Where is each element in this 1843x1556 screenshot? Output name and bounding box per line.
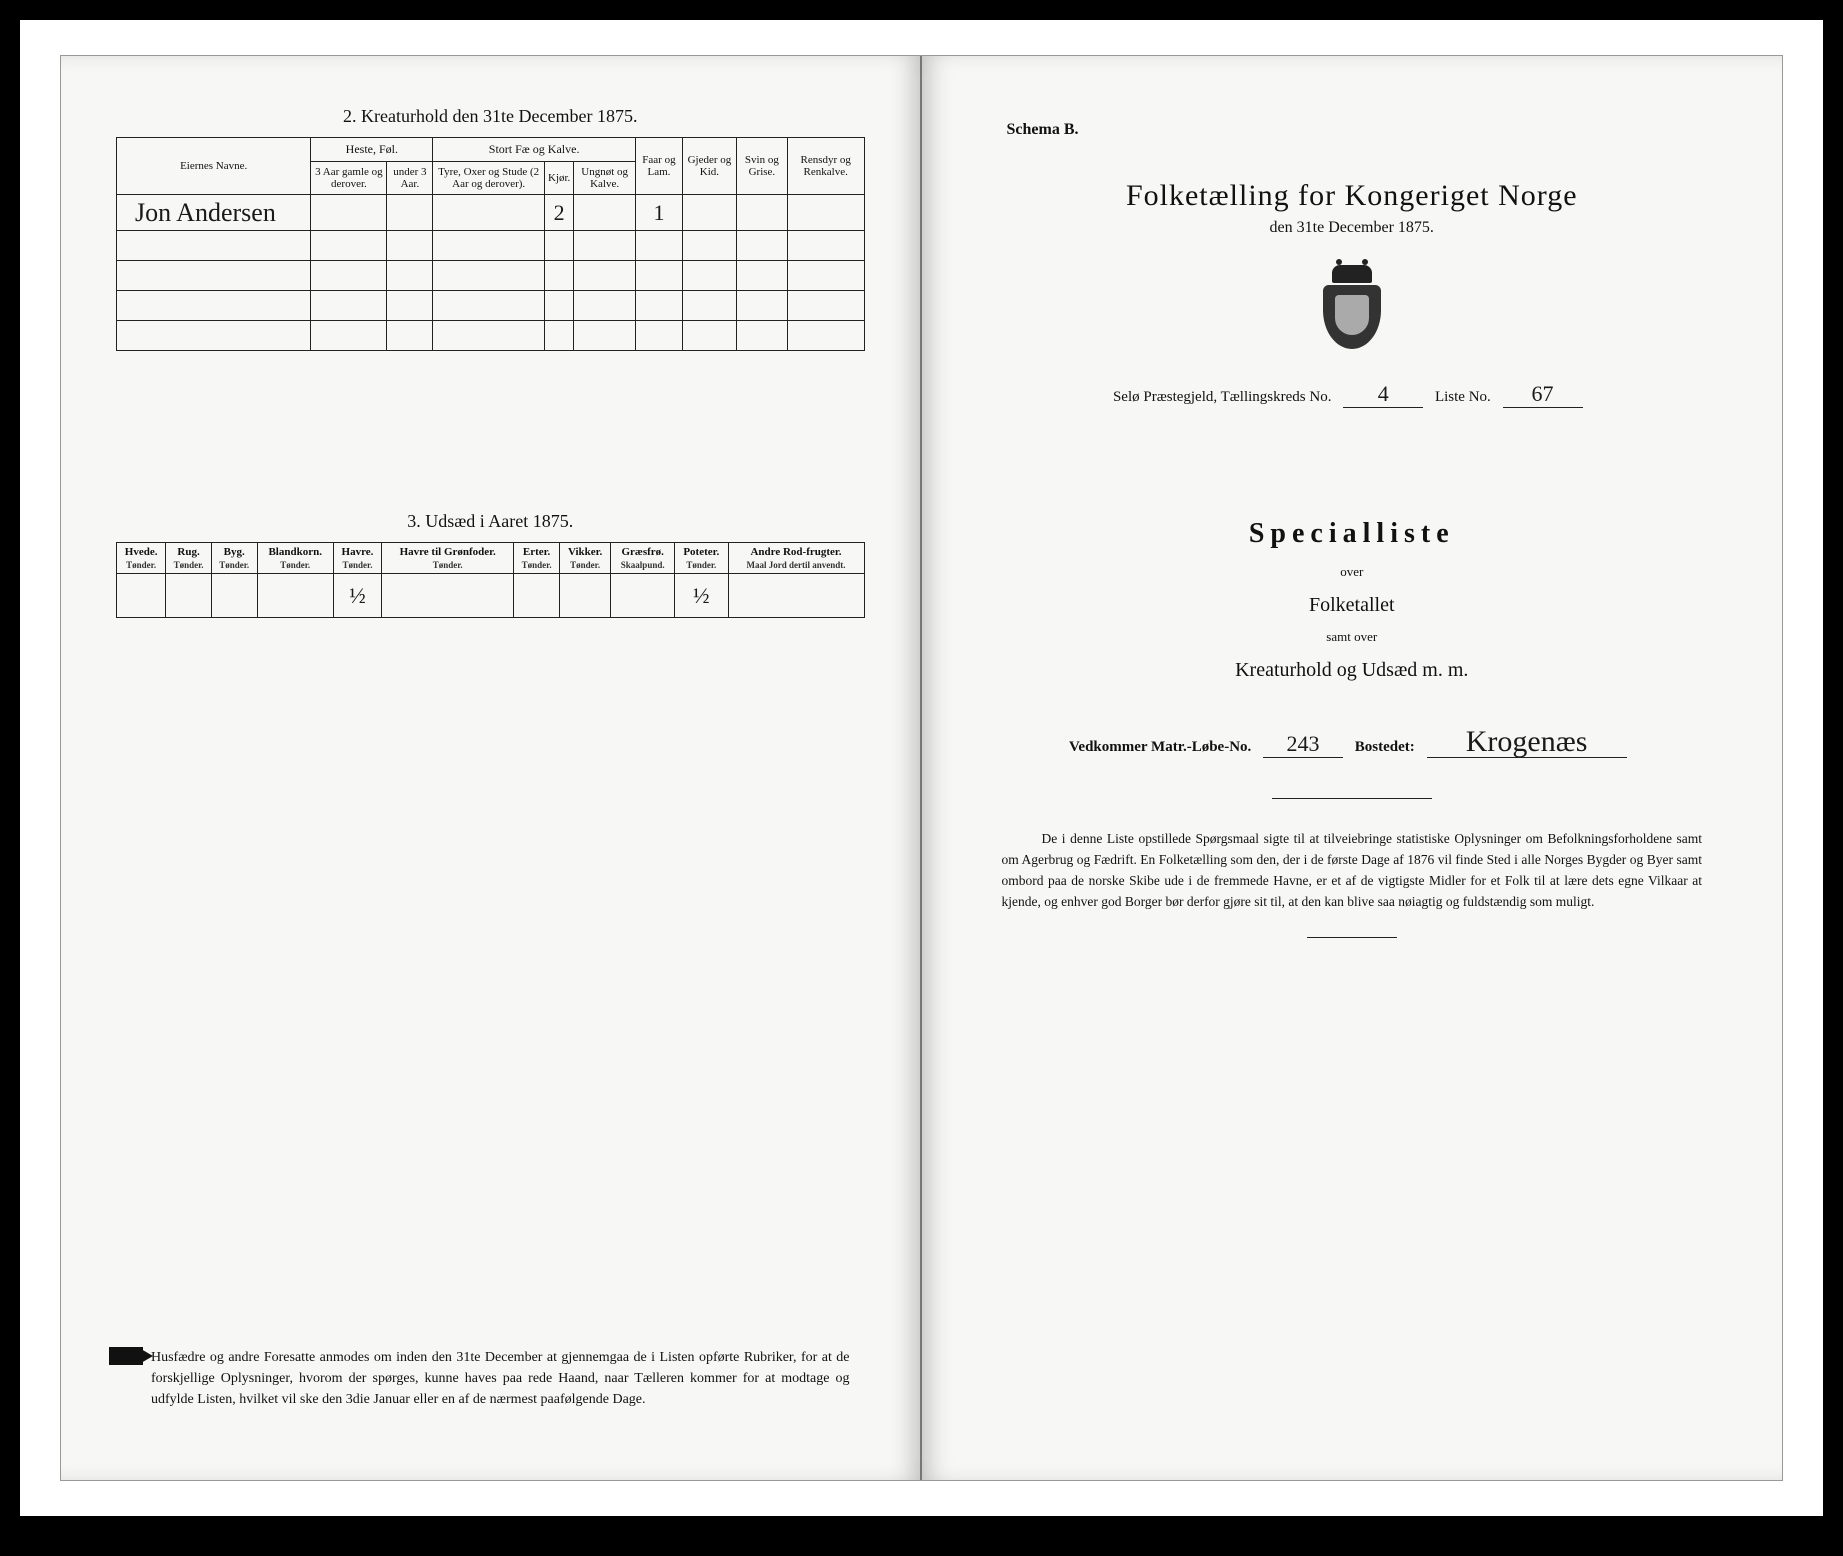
seed-col: Hvede.Tønder. — [117, 543, 166, 574]
col-pigs: Svin og Grise. — [736, 138, 787, 195]
section3-title: 3. Udsæd i Aaret 1875. — [116, 511, 865, 532]
cell-havre: ½ — [349, 583, 366, 608]
bostedet-value: Krogenæs — [1466, 725, 1588, 758]
right-footer-text: De i denne Liste opstillede Spørgsmaal s… — [1002, 831, 1703, 909]
census-main-title: Folketælling for Kongeriget Norge — [977, 179, 1728, 213]
seed-col: Vikker.Tønder. — [559, 543, 610, 574]
right-page: Schema B. Folketælling for Kongeriget No… — [922, 56, 1783, 1480]
preste-line: Selø Præstegjeld, Tællingskreds No. 4 Li… — [977, 381, 1728, 408]
census-main-date: den 31te December 1875. — [977, 219, 1728, 237]
owner-name: Jon Andersen — [135, 198, 276, 227]
seed-table: Hvede.Tønder.Rug.Tønder.Byg.Tønder.Bland… — [116, 542, 865, 618]
table-row — [117, 231, 865, 261]
seed-col: Byg.Tønder. — [211, 543, 257, 574]
seed-col: Andre Rod-frugter.Maal Jord dertil anven… — [728, 543, 864, 574]
divider — [1272, 798, 1432, 799]
col-horses-3plus: 3 Aar gamle og derover. — [311, 162, 387, 195]
seed-col: Blandkorn.Tønder. — [257, 543, 333, 574]
vedk-label: Vedkommer Matr.-Løbe-No. — [1069, 739, 1251, 755]
seed-col: Græsfrø.Skaalpund. — [611, 543, 675, 574]
col-cattle-kjor: Kjør. — [545, 162, 574, 195]
col-horses-u3: under 3 Aar. — [387, 162, 433, 195]
cell-kjor: 2 — [554, 200, 565, 225]
col-goats: Gjeder og Kid. — [682, 138, 736, 195]
schema-label: Schema B. — [1007, 121, 1728, 139]
open-book: 2. Kreaturhold den 31te December 1875. E… — [60, 55, 1783, 1481]
col-group-horses: Heste, Føl. — [311, 138, 433, 162]
col-reindeer: Rensdyr og Renkalve. — [787, 138, 864, 195]
liste-label: Liste No. — [1435, 389, 1491, 405]
kreatur-line: Kreaturhold og Udsæd m. m. — [977, 659, 1728, 682]
table-row — [117, 261, 865, 291]
matr-no: 243 — [1287, 731, 1320, 756]
scan-frame: 2. Kreaturhold den 31te December 1875. E… — [20, 20, 1823, 1516]
col-sheep: Faar og Lam. — [635, 138, 682, 195]
left-footer-text: Husfædre og andre Foresatte anmodes om i… — [151, 1350, 850, 1407]
folketallet-text: Folketallet — [977, 594, 1728, 617]
preste-prefix: Selø Præstegjeld, Tællingskreds No. — [1113, 389, 1331, 405]
table-row: ½ ½ — [117, 574, 865, 618]
seed-col: Havre til Grønfoder.Tønder. — [382, 543, 514, 574]
over-text: over — [977, 564, 1728, 580]
bostedet-label: Bostedet: — [1355, 739, 1415, 755]
col-cattle-ungnot: Ungnøt og Kalve. — [574, 162, 636, 195]
divider-small — [1307, 937, 1397, 938]
seed-col: Havre.Tønder. — [333, 543, 381, 574]
col-cattle-tyre: Tyre, Oxer og Stude (2 Aar og derover). — [433, 162, 545, 195]
liste-no: 67 — [1532, 381, 1554, 406]
vedk-line: Vedkommer Matr.-Løbe-No. 243 Bostedet: K… — [977, 727, 1728, 758]
samt-over-text: samt over — [977, 629, 1728, 645]
livestock-table: Eiernes Navne. Heste, Føl. Stort Fæ og K… — [116, 137, 865, 351]
left-footer-note: Husfædre og andre Foresatte anmodes om i… — [151, 1347, 850, 1410]
specialliste-title: Specialliste — [977, 518, 1728, 550]
seed-col: Poteter.Tønder. — [675, 543, 728, 574]
section2-title: 2. Kreaturhold den 31te December 1875. — [116, 106, 865, 127]
shield-icon — [1323, 285, 1381, 349]
table-row — [117, 321, 865, 351]
seed-col: Erter.Tønder. — [514, 543, 560, 574]
col-owner: Eiernes Navne. — [117, 138, 311, 195]
coat-of-arms-icon — [1318, 265, 1386, 353]
cell-sheep: 1 — [653, 200, 664, 225]
right-footer-note: De i denne Liste opstillede Spørgsmaal s… — [1002, 829, 1703, 913]
table-row: Jon Andersen 2 1 — [117, 195, 865, 231]
table-row — [117, 291, 865, 321]
crown-icon — [1332, 265, 1372, 283]
seed-col: Rug.Tønder. — [166, 543, 212, 574]
seed-table-head: Hvede.Tønder.Rug.Tønder.Byg.Tønder.Bland… — [117, 543, 865, 574]
pointer-hand-icon — [109, 1347, 143, 1365]
cell-poteter: ½ — [693, 583, 710, 608]
col-group-cattle: Stort Fæ og Kalve. — [433, 138, 636, 162]
left-page: 2. Kreaturhold den 31te December 1875. E… — [61, 56, 922, 1480]
kreds-no: 4 — [1378, 381, 1389, 406]
